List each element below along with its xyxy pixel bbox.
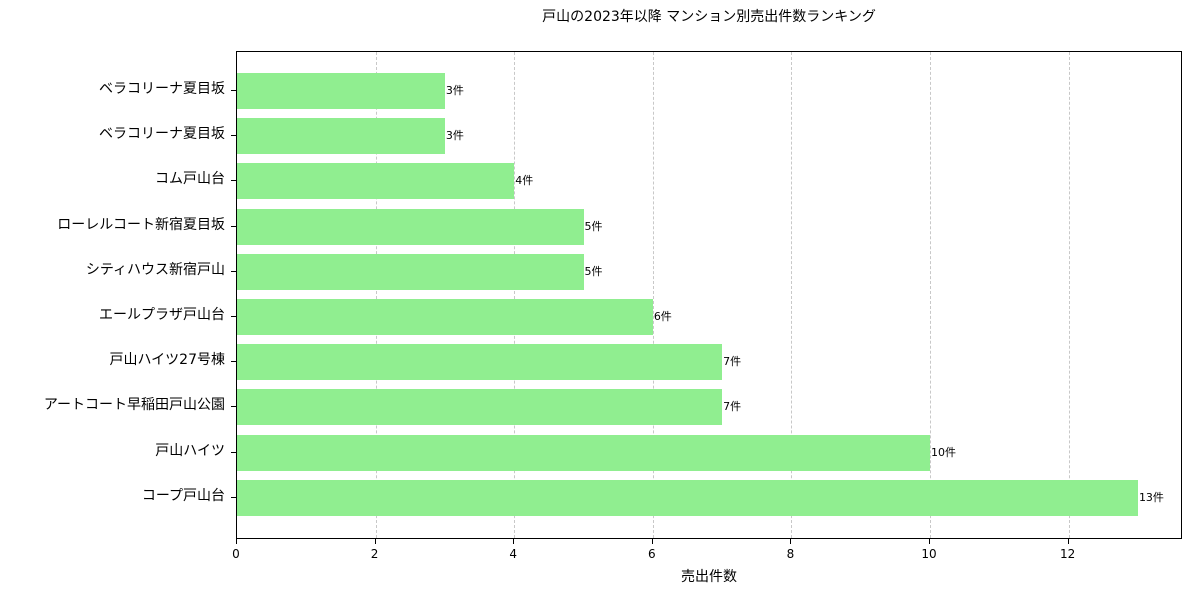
x-gridline [791, 52, 793, 538]
y-tick-label: コープ戸山台 [141, 487, 225, 504]
x-tick [651, 539, 653, 544]
x-gridline [1068, 52, 1070, 538]
y-tick-label: シティハウス新宿戸山 [85, 261, 225, 278]
plot-area: 3件 3件 4件 5件 5件 6件 7件 7件 10件 13件 [236, 51, 1182, 539]
bar [237, 253, 584, 290]
x-gridline [930, 52, 932, 538]
x-gridline [375, 52, 377, 538]
bar-value-label: 3件 [445, 84, 464, 97]
bar-value-label: 7件 [723, 355, 742, 369]
y-tick [231, 316, 236, 317]
y-tick [231, 180, 236, 182]
y-tick-label: エールプラザ戸山台 [99, 307, 225, 323]
bar [237, 299, 653, 335]
y-tick-label: 戸山ハイツ27号棟 [109, 352, 225, 369]
x-tick-label: 10 [921, 547, 937, 561]
bar-value-label: 3件 [445, 129, 464, 143]
bar [237, 73, 445, 109]
x-tick-label: 4 [509, 547, 518, 561]
x-tick [236, 539, 237, 544]
x-tick [929, 539, 931, 544]
y-tick-label: アートコート早稲田戸山公園 [43, 397, 225, 414]
bar [237, 208, 584, 245]
bar-value-label: 6件 [653, 310, 672, 323]
x-tick-label: 6 [647, 547, 656, 561]
x-axis-title: 売出件数 [681, 569, 737, 585]
bar-value-label: 4件 [515, 174, 534, 188]
y-tick [231, 406, 236, 408]
bar [237, 479, 1138, 516]
chart-title: 戸山の2023年以降 マンション別売出件数ランキング [542, 9, 876, 25]
y-tick [231, 225, 236, 227]
y-tick [231, 135, 236, 137]
x-tick-label: 2 [370, 547, 379, 561]
bar [237, 163, 515, 200]
y-tick-label: コム戸山台 [155, 171, 225, 188]
x-gridline [652, 52, 654, 538]
x-tick [1067, 539, 1069, 544]
bar-value-label: 13件 [1138, 490, 1164, 504]
x-tick-label: 8 [786, 547, 795, 561]
x-tick [374, 539, 376, 544]
y-tick-label: ベラコリーナ夏目坂 [99, 81, 225, 97]
x-tick-label: 12 [1060, 547, 1076, 561]
bar-value-label: 5件 [584, 264, 603, 278]
bar-value-label: 5件 [584, 219, 603, 233]
bar [237, 118, 445, 155]
x-tick-label: 0 [232, 547, 240, 561]
y-tick [231, 361, 236, 363]
y-tick [231, 90, 236, 91]
x-gridline [514, 52, 516, 538]
y-tick-label: ベラコリーナ夏目坂 [99, 126, 225, 143]
bar-value-label: 10件 [931, 445, 957, 459]
y-tick-label: ローレルコート新宿夏目坂 [57, 216, 225, 233]
bar [237, 389, 723, 426]
bar [237, 434, 931, 471]
y-tick [231, 451, 236, 453]
y-tick [231, 270, 236, 272]
x-tick [790, 539, 792, 544]
x-tick [513, 539, 515, 544]
bar [237, 344, 723, 381]
y-tick-label: 戸山ハイツ [155, 442, 225, 459]
bar-value-label: 7件 [723, 400, 742, 414]
y-tick [231, 496, 236, 498]
